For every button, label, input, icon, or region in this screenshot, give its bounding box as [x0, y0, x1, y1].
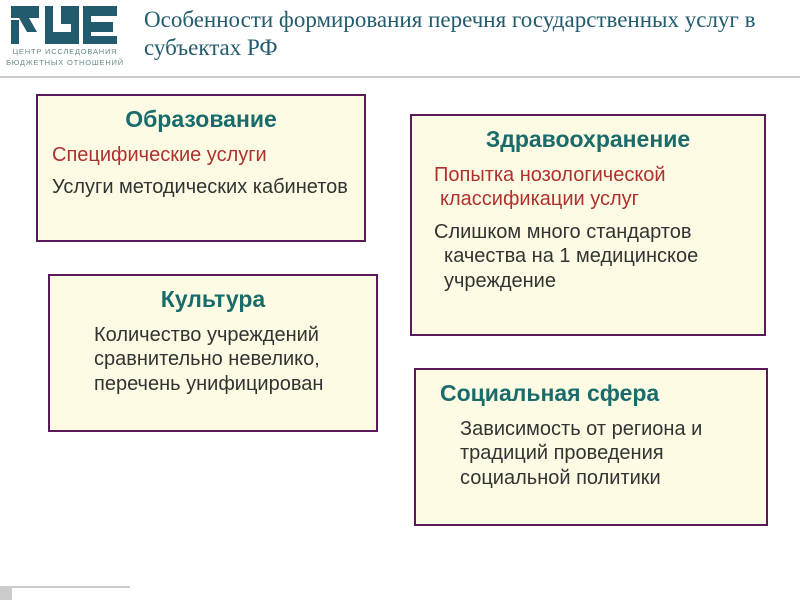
footer-corner — [0, 588, 12, 600]
card-health-title: Здравоохранение — [426, 126, 750, 153]
logo-caption-2: БЮДЖЕТНЫХ ОТНОШЕНИЙ — [6, 59, 124, 68]
logo-icon — [9, 4, 121, 46]
card-culture-body: Количество учреждений сравнительно невел… — [64, 323, 362, 396]
card-health-sub: Попытка нозологической классификации усл… — [426, 163, 750, 212]
content-area: Образование Специфические услуги Услуги … — [0, 78, 800, 600]
slide-title: Особенности формирования перечня государ… — [130, 0, 800, 78]
logo-caption-1: ЦЕНТР ИССЛЕДОВАНИЯ — [6, 48, 124, 57]
card-education-title: Образование — [52, 106, 350, 133]
card-health: Здравоохранение Попытка нозологической к… — [410, 114, 766, 336]
card-social-title: Социальная сфера — [430, 380, 752, 407]
card-social: Социальная сфера Зависимость от региона … — [414, 368, 768, 526]
card-health-body: Слишком много стандартов качества на 1 м… — [426, 220, 750, 293]
header-row: ЦЕНТР ИССЛЕДОВАНИЯ БЮДЖЕТНЫХ ОТНОШЕНИЙ О… — [0, 0, 800, 78]
card-education-sub: Специфические услуги — [52, 143, 350, 167]
footer-divider — [0, 586, 130, 588]
card-education-body: Услуги методических кабинетов — [52, 175, 350, 199]
card-social-body: Зависимость от региона и традиций провед… — [430, 417, 752, 490]
card-culture: Культура Количество учреждений сравнител… — [48, 274, 378, 432]
card-education: Образование Специфические услуги Услуги … — [36, 94, 366, 242]
logo-block: ЦЕНТР ИССЛЕДОВАНИЯ БЮДЖЕТНЫХ ОТНОШЕНИЙ — [0, 0, 130, 78]
card-culture-title: Культура — [64, 286, 362, 313]
